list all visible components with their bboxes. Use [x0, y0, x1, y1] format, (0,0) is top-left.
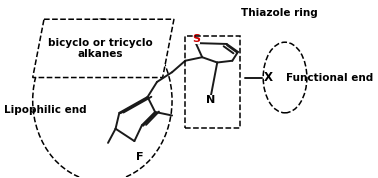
Polygon shape — [33, 19, 174, 78]
Text: Thiazole ring: Thiazole ring — [241, 8, 318, 18]
Text: S: S — [192, 34, 200, 44]
Text: Functional end: Functional end — [286, 72, 373, 83]
Bar — [185, 36, 240, 128]
Text: F: F — [136, 152, 144, 162]
Text: N: N — [206, 95, 215, 106]
Text: Lipophilic end: Lipophilic end — [5, 105, 87, 115]
Text: X: X — [263, 71, 273, 84]
Text: bicyclo or tricyclo
alkanes: bicyclo or tricyclo alkanes — [48, 38, 153, 59]
